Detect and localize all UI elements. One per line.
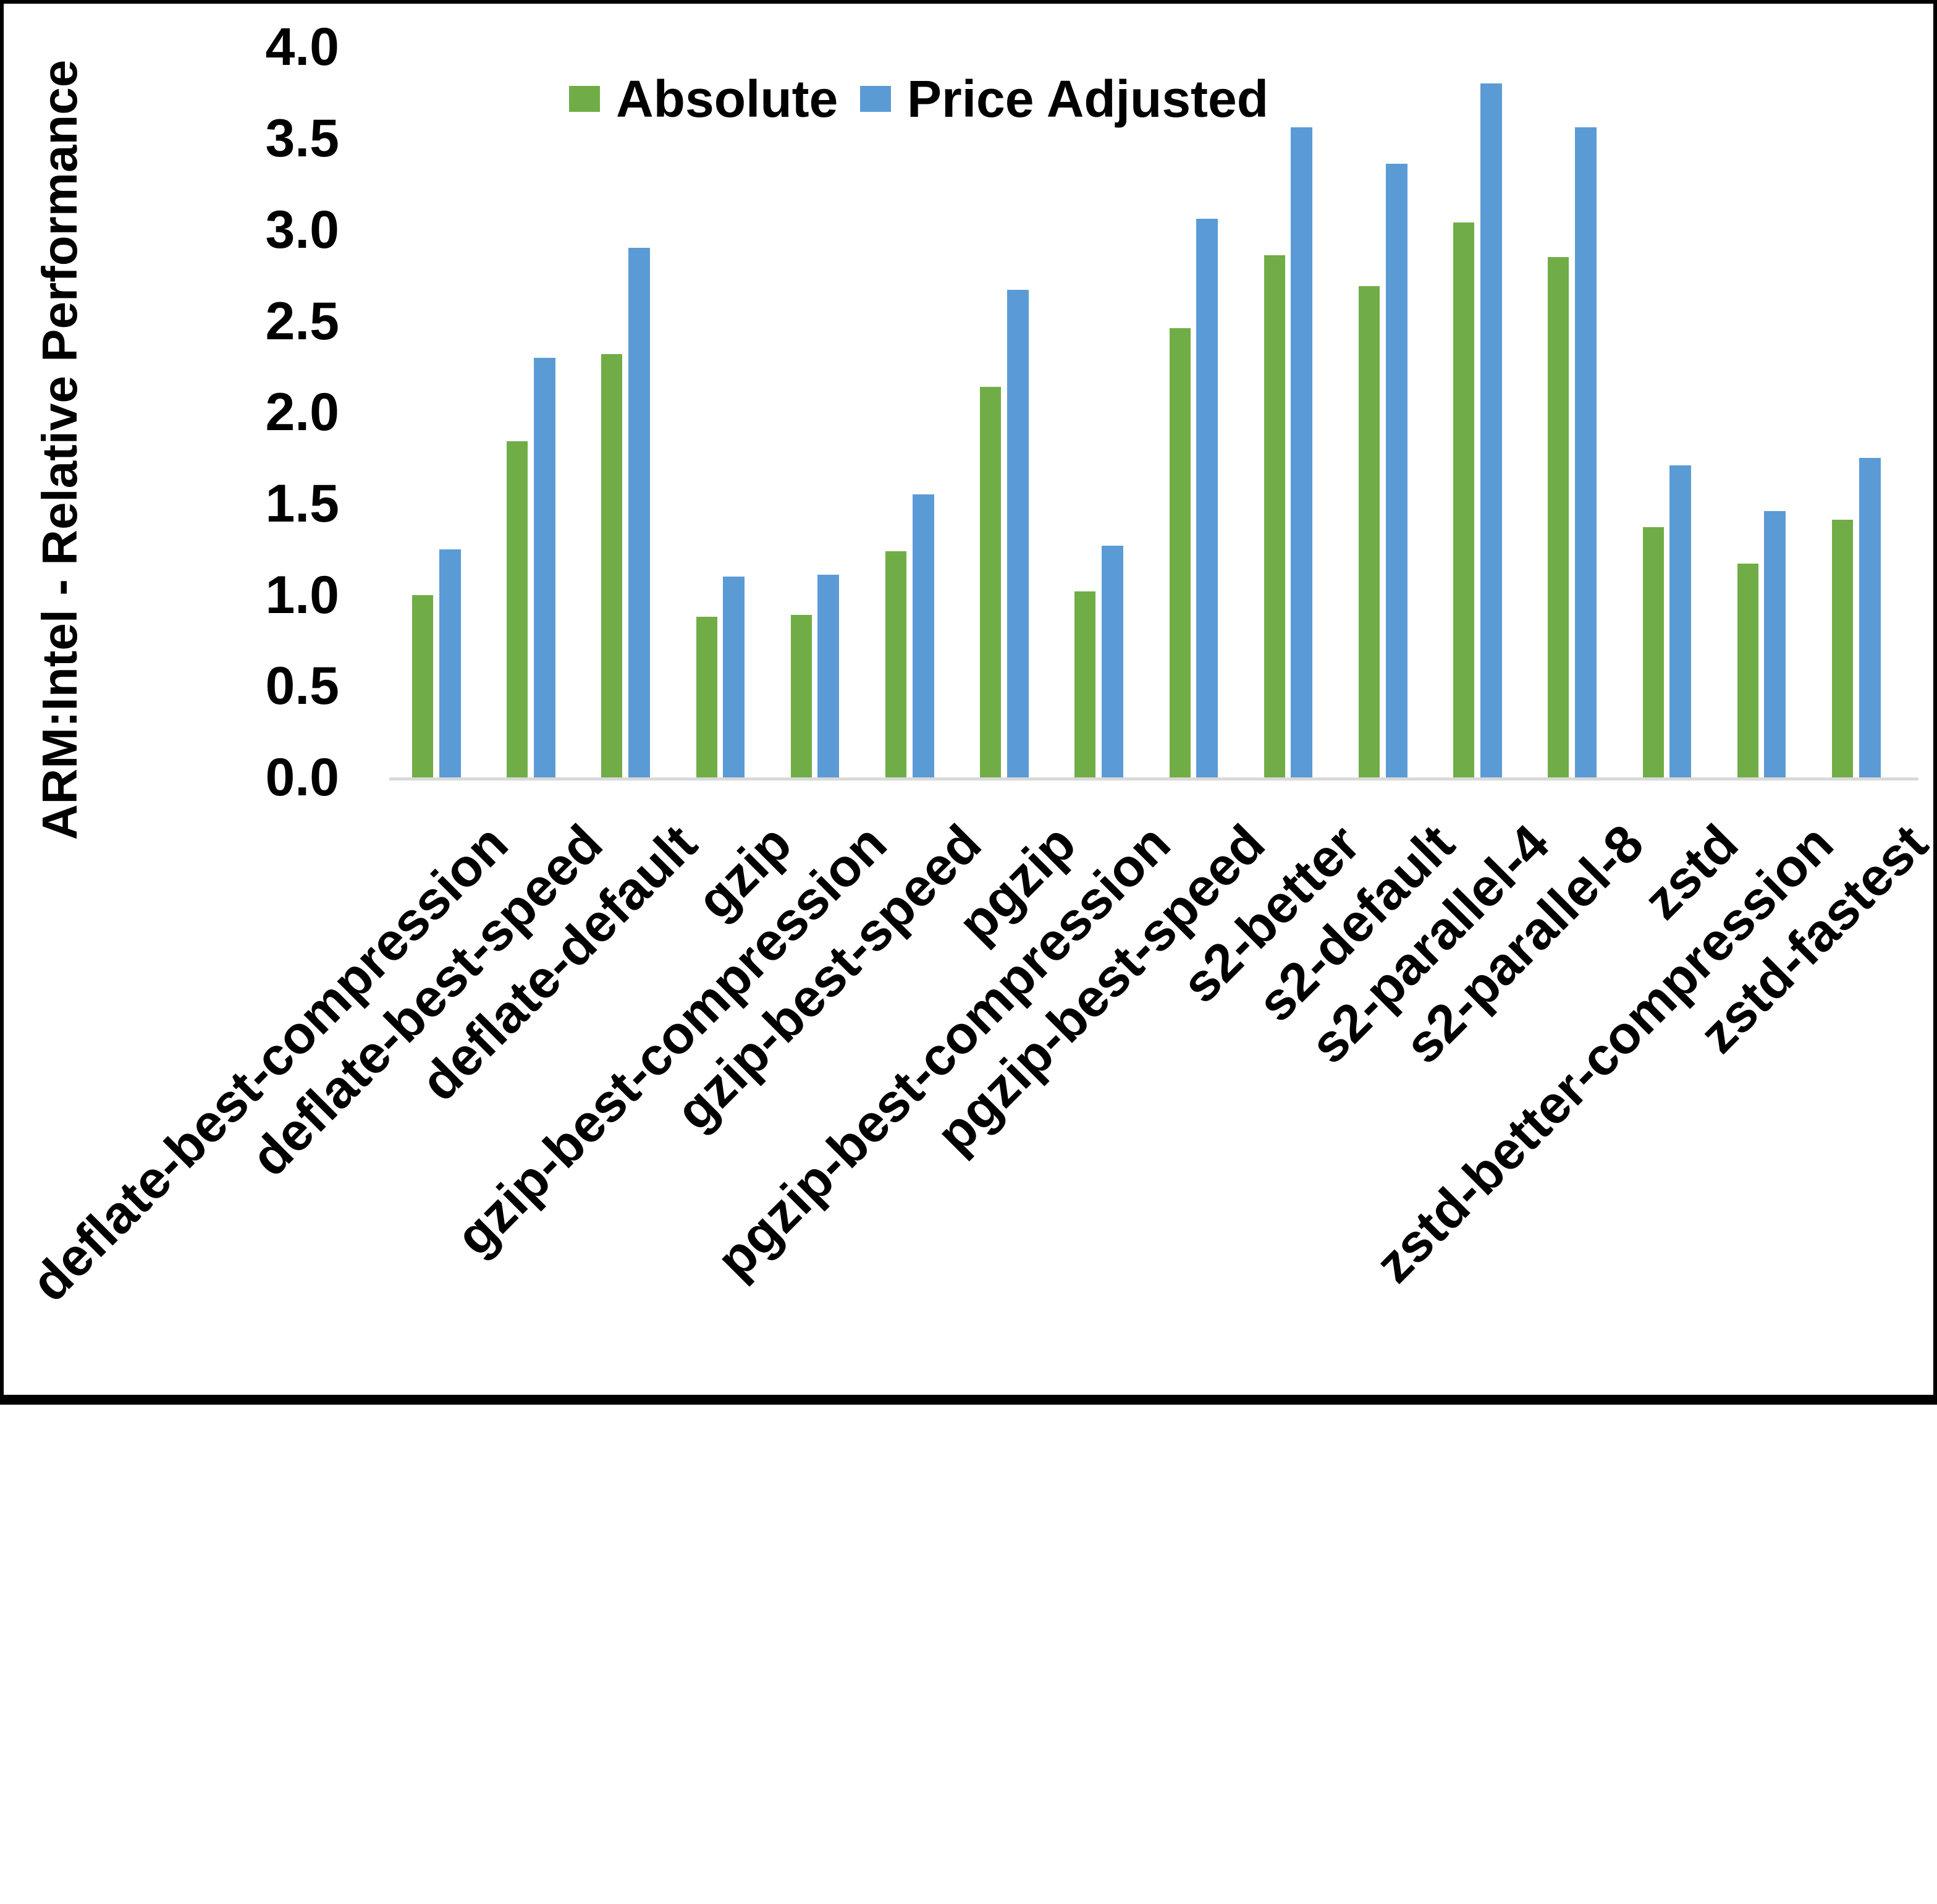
legend-item-price-adjusted: Price Adjusted — [860, 70, 1269, 128]
y-tick-label: 3.5 — [265, 109, 339, 169]
bar-absolute-pgzip — [980, 386, 1002, 777]
bar-price-adjusted-s2-default — [1385, 164, 1407, 777]
bar-price-adjusted-zstd-fastest — [1859, 458, 1881, 777]
bar-absolute-gzip-best-speed — [885, 551, 906, 777]
bar-price-adjusted-s2-better — [1291, 127, 1313, 777]
bar-price-adjusted-deflate-default — [628, 248, 650, 777]
bar-price-adjusted-gzip-best-compression — [817, 575, 840, 777]
bar-absolute-deflate-best-compression — [412, 594, 433, 777]
bar-absolute-zstd-better-compression — [1737, 564, 1758, 777]
bar-absolute-pgzip-best-speed — [1169, 328, 1191, 777]
legend-item-absolute: Absolute — [569, 70, 838, 128]
legend-swatch-price-adjusted — [860, 86, 891, 112]
y-tick-label: 1.0 — [265, 565, 339, 625]
bar-absolute-s2-better — [1264, 255, 1285, 777]
bar-absolute-s2-parallel-8 — [1548, 257, 1569, 777]
frame-border-left — [0, 0, 4, 1405]
x-tick-label: gzip — [686, 813, 803, 931]
frame-border-bottom — [0, 1395, 1937, 1405]
frame-border-top — [0, 0, 1937, 4]
y-tick-label: 4.0 — [265, 17, 339, 77]
bar-price-adjusted-gzip — [723, 577, 745, 777]
bar-price-adjusted-zstd-better-compression — [1764, 510, 1786, 777]
bar-price-adjusted-zstd — [1669, 465, 1692, 777]
bar-absolute-s2-default — [1359, 286, 1380, 777]
bar-absolute-deflate-best-speed — [507, 441, 528, 777]
bar-absolute-deflate-default — [601, 353, 623, 777]
bar-price-adjusted-s2-parallel-8 — [1574, 127, 1597, 777]
bar-absolute-gzip-best-compression — [790, 615, 812, 777]
legend-label: Price Adjusted — [907, 70, 1269, 128]
frame-border-right — [1933, 0, 1937, 1405]
bar-price-adjusted-deflate-best-speed — [533, 357, 555, 777]
y-tick-label: 2.0 — [265, 383, 339, 442]
bar-absolute-zstd-fastest — [1832, 520, 1853, 777]
bar-price-adjusted-pgzip-best-compression — [1101, 545, 1123, 777]
bar-price-adjusted-gzip-best-speed — [912, 494, 934, 777]
bar-price-adjusted-pgzip-best-speed — [1196, 219, 1218, 777]
y-tick-label: 1.5 — [265, 473, 339, 533]
x-axis-line — [389, 777, 1918, 781]
y-tick-label: 0.0 — [265, 748, 339, 807]
y-tick-label: 3.0 — [265, 200, 339, 260]
bar-price-adjusted-s2-parallel-4 — [1480, 83, 1502, 777]
y-tick-label: 2.5 — [265, 291, 339, 351]
bar-absolute-pgzip-best-compression — [1074, 591, 1096, 777]
bar-price-adjusted-deflate-best-compression — [439, 549, 461, 777]
bar-price-adjusted-pgzip — [1006, 290, 1029, 777]
bar-absolute-gzip — [696, 617, 717, 777]
legend-label: Absolute — [616, 70, 838, 128]
bar-absolute-s2-parallel-4 — [1453, 222, 1475, 777]
bar-absolute-zstd — [1642, 527, 1664, 777]
y-tick-label: 0.5 — [265, 656, 339, 716]
chart-page: { "chart_data": { "type": "bar", "title"… — [0, 0, 1937, 1405]
y-axis-title: ARM:Intel - Relative Performance — [32, 59, 87, 840]
legend-swatch-absolute — [569, 86, 600, 112]
